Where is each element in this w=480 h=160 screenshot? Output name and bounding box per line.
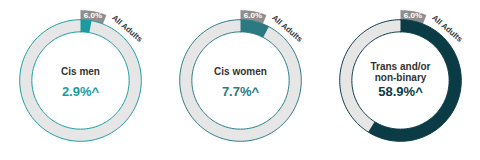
svg-text:58.9%^: 58.9%^ [378,84,423,99]
svg-text:All Adults: All Adults [430,13,465,44]
svg-text:6.0%: 6.0% [404,11,422,20]
svg-text:6.0%: 6.0% [244,11,262,20]
svg-text:2.9%^: 2.9%^ [62,84,100,99]
svg-text:Trans and/ornon-binary: Trans and/ornon-binary [370,61,430,83]
svg-text:Cis men: Cis men [61,66,100,77]
svg-text:7.7%^: 7.7%^ [222,84,260,99]
svg-text:6.0%: 6.0% [84,11,102,20]
svg-text:All Adults: All Adults [270,13,305,44]
svg-text:All Adults: All Adults [110,13,145,44]
svg-text:Cis women: Cis women [214,66,267,77]
